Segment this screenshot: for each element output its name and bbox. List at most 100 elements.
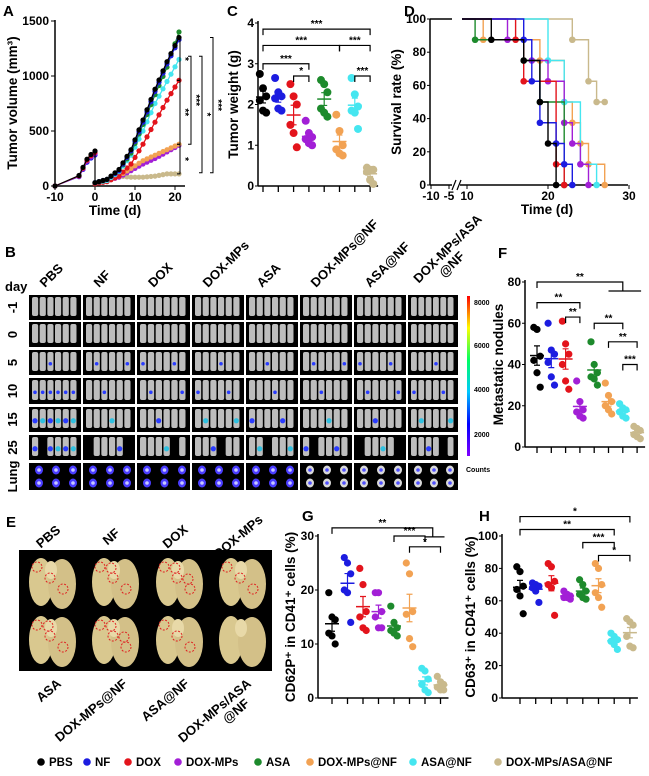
mouse-image <box>47 324 54 343</box>
y-axis-label: Tumor volume (mm³) <box>5 36 20 169</box>
data-point <box>371 613 379 621</box>
signal-spot <box>71 468 75 472</box>
mouse-image <box>279 437 286 456</box>
signal-spot <box>365 390 370 395</box>
significance-bracket <box>262 28 371 36</box>
nodule-marker <box>31 561 43 573</box>
mouse-image <box>249 324 256 343</box>
data-point <box>156 93 162 99</box>
mouse-image <box>310 352 317 371</box>
error-bar <box>564 594 571 598</box>
mouse-image <box>318 352 325 371</box>
mouse-image <box>303 324 310 343</box>
signal-spot <box>108 481 112 485</box>
nodule-marker <box>169 562 181 574</box>
mouse-image <box>395 324 402 343</box>
mouse-image <box>287 324 294 343</box>
mouse-image <box>32 297 39 316</box>
mouse-image <box>326 297 333 316</box>
signal-spot <box>418 418 424 424</box>
significance-label: *** <box>349 35 361 46</box>
nodule-marker <box>42 620 54 632</box>
significance-bracket <box>408 546 442 553</box>
mouse-image <box>357 352 364 371</box>
event-point <box>560 160 568 168</box>
mouse-image <box>418 324 425 343</box>
y-tick-label: 500 <box>29 124 49 138</box>
data-point <box>168 171 174 177</box>
bottom-group-label: DOX-MPs@NF <box>52 676 130 745</box>
y-tick-label: 80 <box>485 561 499 575</box>
mouse-image <box>341 380 348 400</box>
data-point <box>402 610 410 618</box>
data-point <box>562 377 570 385</box>
signal-spot <box>342 468 346 472</box>
mouse-image <box>179 409 186 428</box>
mouse-image <box>163 352 170 371</box>
top-group-label: NF <box>100 525 123 548</box>
significance-label: ** <box>378 518 386 529</box>
event-point <box>569 140 576 147</box>
signal-spot <box>149 390 153 395</box>
mouse-image <box>62 297 69 316</box>
signal-spot <box>180 468 184 472</box>
lung-photo <box>219 616 266 667</box>
signal-spot <box>416 468 420 472</box>
mouse-image <box>333 297 340 316</box>
legend-label: NF <box>95 757 110 769</box>
error-bar <box>375 604 382 619</box>
mouse-image <box>440 409 447 428</box>
data-point <box>378 624 386 632</box>
mouse-image <box>101 380 108 400</box>
data-point <box>144 134 150 140</box>
significance-label: *** <box>280 54 292 65</box>
mouse-image <box>179 324 186 343</box>
signal-spot <box>448 468 452 472</box>
mouse-image <box>47 352 54 371</box>
signal-spot <box>54 468 58 472</box>
data-point <box>516 568 524 576</box>
mouse-image <box>140 352 147 371</box>
mouse-image <box>195 352 202 371</box>
data-point <box>550 381 559 389</box>
data-point <box>433 672 441 681</box>
legend-marker <box>409 758 417 766</box>
signal-spot <box>94 361 99 366</box>
data-point <box>148 154 154 160</box>
mouse-image <box>171 352 178 371</box>
signal-spot <box>48 361 53 366</box>
y-axis-label: CD63⁺ in CD41⁺ cells (%) <box>463 536 478 697</box>
nodule-marker <box>171 572 183 584</box>
error-bar <box>611 637 618 644</box>
mouse-image <box>395 380 402 400</box>
panel-label-g: G <box>302 508 314 525</box>
signal-spot <box>156 418 162 424</box>
nodule-marker <box>57 583 69 595</box>
y-axis-label: Tumor weight (g) <box>226 50 241 158</box>
signal-spot <box>40 390 45 395</box>
signal-spot <box>48 390 53 395</box>
legend-item: DOX-MPs <box>174 757 238 769</box>
data-point <box>547 563 556 571</box>
nodule-marker <box>94 619 106 631</box>
data-point <box>350 90 359 99</box>
mouse-image <box>124 409 131 428</box>
legend-marker <box>306 758 314 766</box>
event-point <box>520 57 527 64</box>
data-point <box>140 117 146 123</box>
signal-spot <box>200 468 204 472</box>
data-point <box>356 613 364 621</box>
data-point <box>402 559 410 567</box>
data-point <box>544 319 552 327</box>
mouse-image <box>140 297 147 316</box>
legend-item: ASA@NF <box>409 757 472 769</box>
data-point <box>84 156 90 162</box>
data-point <box>622 406 630 414</box>
event-point <box>577 160 584 168</box>
data-point <box>301 116 310 125</box>
mouse-image <box>109 297 116 316</box>
data-point <box>132 137 138 143</box>
mouse-image <box>210 324 217 343</box>
x-tick-label: 30 <box>622 189 636 203</box>
